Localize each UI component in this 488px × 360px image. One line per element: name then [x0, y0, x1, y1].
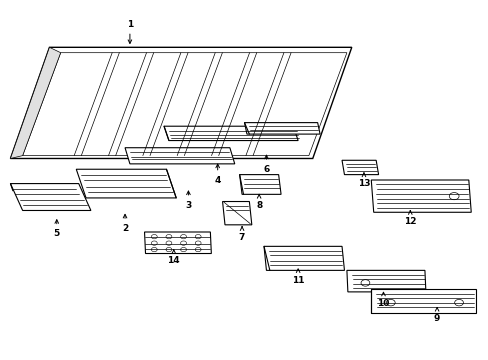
Polygon shape: [239, 175, 281, 194]
Polygon shape: [370, 289, 475, 313]
Polygon shape: [76, 169, 176, 198]
Polygon shape: [22, 53, 346, 156]
Polygon shape: [222, 202, 251, 225]
Text: 11: 11: [291, 269, 304, 285]
Polygon shape: [144, 232, 211, 253]
Text: 13: 13: [357, 173, 369, 188]
Polygon shape: [125, 148, 234, 164]
Text: 4: 4: [214, 164, 221, 185]
Text: 5: 5: [54, 220, 60, 238]
Text: 10: 10: [377, 292, 389, 308]
Text: 14: 14: [167, 250, 180, 265]
Polygon shape: [244, 123, 320, 134]
Text: 9: 9: [433, 307, 439, 323]
Polygon shape: [346, 270, 425, 292]
Text: 8: 8: [256, 194, 262, 210]
Polygon shape: [10, 47, 351, 158]
Polygon shape: [370, 180, 470, 212]
Polygon shape: [163, 126, 298, 140]
Text: 1: 1: [126, 19, 133, 44]
Polygon shape: [10, 184, 91, 211]
Polygon shape: [341, 160, 378, 175]
Text: 7: 7: [238, 227, 245, 242]
Polygon shape: [10, 47, 61, 158]
Text: 12: 12: [403, 211, 416, 226]
Text: 6: 6: [263, 155, 269, 174]
Polygon shape: [264, 246, 344, 270]
Text: 2: 2: [122, 214, 128, 233]
Text: 3: 3: [185, 191, 191, 210]
